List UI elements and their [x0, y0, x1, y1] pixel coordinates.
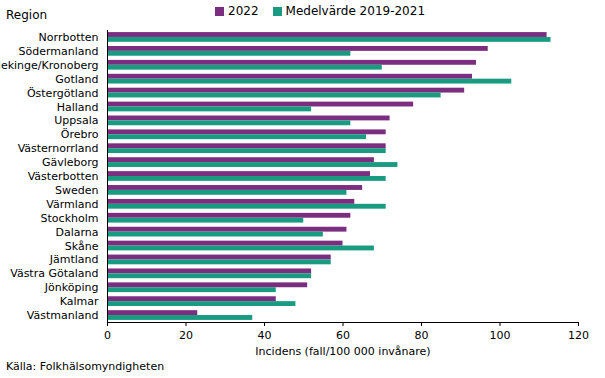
svg-text:120: 120 — [568, 329, 589, 342]
svg-text:40: 40 — [258, 329, 272, 342]
svg-text:Gotland: Gotland — [55, 73, 98, 86]
svg-text:Stockholm: Stockholm — [41, 212, 99, 225]
svg-text:100: 100 — [490, 329, 511, 342]
svg-text:Södermanland: Södermanland — [19, 45, 99, 58]
svg-text:Blekinge/Kronoberg: Blekinge/Kronoberg — [0, 59, 99, 72]
svg-text:0: 0 — [104, 329, 111, 342]
svg-text:Jämtland: Jämtland — [49, 253, 99, 266]
html-text:Region: Region — [6, 8, 48, 22]
svg-text:Kalmar: Kalmar — [60, 295, 99, 308]
svg-text:20: 20 — [179, 329, 193, 342]
svg-text:Incidens (fall/100 000 invånar: Incidens (fall/100 000 invånare) — [255, 345, 430, 358]
svg-text:Uppsala: Uppsala — [54, 114, 98, 127]
svg-text:Jönköping: Jönköping — [44, 281, 99, 294]
html-text:Medelvärde 2019-2021: Medelvärde 2019-2021 — [285, 4, 425, 18]
svg-text:Västra Götaland: Västra Götaland — [10, 267, 98, 280]
svg-text:Sweden: Sweden — [55, 184, 98, 197]
svg-text:Värmland: Värmland — [46, 198, 98, 211]
svg-text:Norrbotten: Norrbotten — [39, 31, 99, 44]
svg-text:Västmanland: Västmanland — [27, 309, 99, 322]
svg-text:80: 80 — [415, 329, 429, 342]
svg-text:Östergötland: Östergötland — [27, 87, 99, 100]
svg-text:Örebro: Örebro — [61, 128, 99, 141]
svg-text:Gävleborg: Gävleborg — [42, 156, 99, 169]
svg-text:Halland: Halland — [57, 100, 99, 113]
html-text:Källa: Folkhälsomyndigheten: Källa: Folkhälsomyndigheten — [6, 360, 165, 373]
svg-text:Västernorrland: Västernorrland — [18, 142, 99, 155]
svg-text:Skåne: Skåne — [65, 240, 99, 253]
svg-text:Västerbotten: Västerbotten — [28, 170, 99, 183]
svg-text:Dalarna: Dalarna — [55, 226, 98, 239]
html-text:2022: 2022 — [228, 4, 259, 18]
svg-text:60: 60 — [336, 329, 350, 342]
